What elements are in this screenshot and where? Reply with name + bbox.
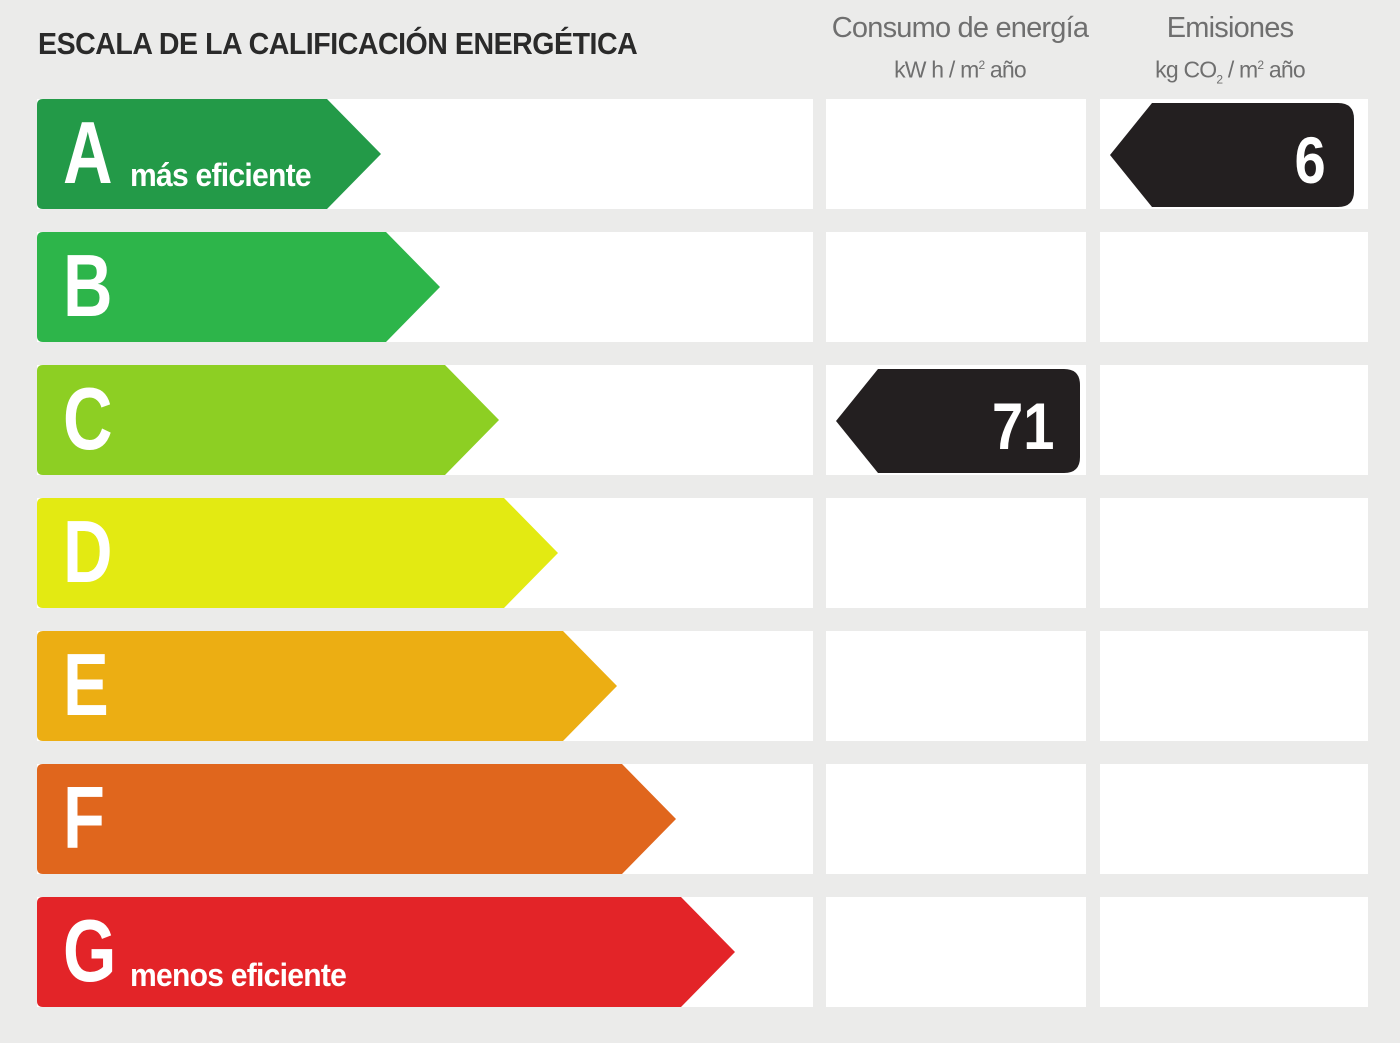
- consumption-cell: [826, 232, 1086, 342]
- rating-letter: B: [63, 236, 113, 335]
- consumption-heading: Consumo de energía: [831, 12, 1089, 44]
- emissions-value-badge: 6: [1110, 103, 1354, 209]
- emissions-cell: 6: [1100, 99, 1368, 209]
- rating-sublabel: menos eficiente: [130, 957, 347, 993]
- rating-sublabel: más eficiente: [130, 157, 312, 193]
- label-title: ESCALA DE LA CALIFICACIÓN ENERGÉTICA: [38, 26, 638, 61]
- rating-letter: F: [63, 768, 105, 867]
- emissions-column-header: Emisiones kg CO2 / m2 año: [1096, 11, 1364, 93]
- consumption-cell: [826, 897, 1086, 1007]
- emissions-cell: [1100, 764, 1368, 874]
- consumption-value-badge: 71: [836, 369, 1080, 475]
- rating-arrow-d: D: [37, 498, 558, 608]
- rating-letter: D: [63, 502, 113, 601]
- rating-letter: G: [63, 901, 117, 1000]
- emissions-cell: [1100, 365, 1368, 475]
- emissions-value: 6: [1294, 123, 1326, 197]
- consumption-unit: kW h / m2 año: [894, 56, 1027, 83]
- consumption-cell: [826, 764, 1086, 874]
- emissions-cell: [1100, 631, 1368, 741]
- consumption-cell: [826, 631, 1086, 741]
- rating-arrow-f: F: [37, 764, 676, 874]
- consumption-cell: [826, 99, 1086, 209]
- rating-arrow-e: E: [37, 631, 617, 741]
- rating-letter: C: [63, 369, 113, 468]
- consumption-column-header: Consumo de energía kW h / m2 año: [826, 11, 1094, 84]
- consumption-value: 71: [991, 389, 1054, 463]
- emissions-cell: [1100, 498, 1368, 608]
- consumption-cell: 71: [826, 365, 1086, 475]
- emissions-cell: [1100, 897, 1368, 1007]
- rating-arrow-c: C: [37, 365, 499, 475]
- consumption-cell: [826, 498, 1086, 608]
- rating-letter: E: [63, 635, 109, 734]
- emissions-heading: Emisiones: [1166, 12, 1294, 44]
- emissions-cell: [1100, 232, 1368, 342]
- rating-arrow-b: B: [37, 232, 440, 342]
- rating-letter: A: [63, 103, 113, 202]
- emissions-unit: kg CO2 / m2 año: [1155, 56, 1305, 87]
